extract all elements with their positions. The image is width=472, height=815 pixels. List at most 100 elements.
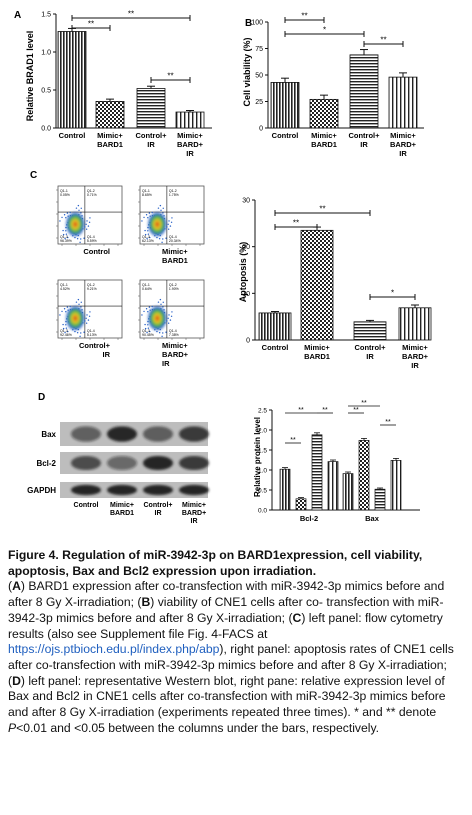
event-dot <box>147 327 150 329</box>
blot-lane-label: Control+ <box>144 502 173 509</box>
bar <box>374 488 386 511</box>
category-label: BARD+ <box>402 352 429 361</box>
flow-plot-label: Control+ <box>79 341 111 350</box>
event-dot <box>145 308 148 310</box>
event-dot <box>66 306 69 308</box>
caption-a-label: A <box>12 579 21 594</box>
event-dot <box>170 315 173 317</box>
blot-row-label: Bcl-2 <box>36 459 56 468</box>
category-label: Control <box>59 131 86 140</box>
quadrant-value: 92.46% <box>60 333 72 337</box>
category-label: Control+ <box>135 131 167 140</box>
y-tick-label: 25 <box>255 99 263 106</box>
bar <box>300 229 334 341</box>
quadrant-value: 1.90% <box>169 287 179 291</box>
panel-c-ylabel: Aptoposis (%) <box>238 242 248 303</box>
quadrant-name: Q1-2 <box>169 189 177 193</box>
event-dot <box>162 212 164 214</box>
caption-a-text: BARD1 expression after co-transfection w… <box>8 579 445 610</box>
event-dot <box>147 324 149 326</box>
event-dot <box>159 204 162 207</box>
event-dot <box>80 306 82 308</box>
significance-marker: ** <box>322 407 328 414</box>
event-dot <box>87 319 90 321</box>
category-label: IR <box>186 149 194 158</box>
y-tick-label: 0.0 <box>258 508 267 515</box>
quadrant-name: Q1-1 <box>142 189 150 193</box>
quadrant-value: 5.59% <box>87 239 97 243</box>
blot-band <box>71 455 101 471</box>
event-dot <box>162 301 164 303</box>
event-dot <box>80 301 82 303</box>
quadrant-value: 4.52% <box>60 287 70 291</box>
event-dot <box>162 238 164 240</box>
category-label: BARD1 <box>311 140 337 149</box>
event-dot <box>157 207 160 209</box>
category-label: Control+ <box>354 343 386 352</box>
event-dot <box>64 237 66 240</box>
event-dot <box>147 230 149 232</box>
blot-band <box>179 455 209 471</box>
event-dot <box>89 311 91 313</box>
supplement-link[interactable]: https://ojs.ptbioch.edu.pl/index.php/abp <box>8 642 220 657</box>
event-dot <box>75 207 78 209</box>
panel-label-b: B <box>245 18 252 29</box>
event-dot <box>75 301 78 303</box>
figure-canvas: A B C D Relative BRAD1 level 0.0 0.5 1.0 1.… <box>14 10 432 525</box>
event-dot <box>66 212 69 214</box>
category-label: BARD1 <box>97 140 123 149</box>
panel-label-d: D <box>38 392 45 403</box>
y-tick-label: 50 <box>255 73 263 80</box>
event-dot <box>83 237 85 239</box>
event-dot <box>143 216 145 219</box>
bar <box>57 31 87 129</box>
event-dot <box>64 331 66 334</box>
significance-marker: ** <box>290 437 296 444</box>
significance-marker: ** <box>293 219 299 228</box>
event-dot <box>62 323 64 326</box>
event-dot <box>63 214 66 216</box>
category-label: Control <box>272 131 299 140</box>
bar <box>95 101 125 129</box>
event-dot <box>85 317 87 320</box>
event-dot <box>65 311 67 313</box>
quadrant-value: 8.65% <box>142 193 152 197</box>
event-dot <box>85 322 88 324</box>
event-dot <box>89 217 91 219</box>
y-tick-label: 30 <box>242 198 250 205</box>
caption-d-text: ) left panel: representative Western blo… <box>8 673 446 720</box>
quadrant-name: Q1-3 <box>60 329 68 333</box>
event-dot <box>80 332 82 334</box>
event-dot <box>65 324 67 326</box>
blot-band <box>143 426 173 442</box>
event-dot <box>78 303 80 305</box>
event-dot <box>65 230 67 232</box>
bar <box>358 440 370 511</box>
category-label: IR <box>147 140 155 149</box>
blot-band <box>107 484 137 496</box>
y-tick-label: 0 <box>246 338 250 345</box>
caption-d-label: D <box>12 673 21 688</box>
flow-plot-label: BARD+ <box>162 350 189 359</box>
event-dot <box>161 241 163 244</box>
event-dot <box>80 207 82 209</box>
category-label: Mimic+ <box>97 131 123 140</box>
event-dot <box>165 237 167 239</box>
y-tick-label: 0.0 <box>41 126 51 133</box>
y-tick-label: 0.5 <box>41 88 51 95</box>
event-dot <box>85 223 87 226</box>
blot-lane-label: BARD+ <box>182 510 206 517</box>
flow-plot-label: Mimic+ <box>162 247 188 256</box>
category-label: IR <box>399 149 407 158</box>
blot-band <box>71 484 101 496</box>
event-dot <box>167 317 169 320</box>
flow-plot-label: IR <box>162 359 170 368</box>
event-dot <box>147 217 149 219</box>
event-dot <box>169 225 172 227</box>
bar <box>342 473 354 511</box>
quadrant-name: Q1-4 <box>87 235 95 239</box>
event-dot <box>79 335 81 338</box>
event-dot <box>146 237 148 240</box>
